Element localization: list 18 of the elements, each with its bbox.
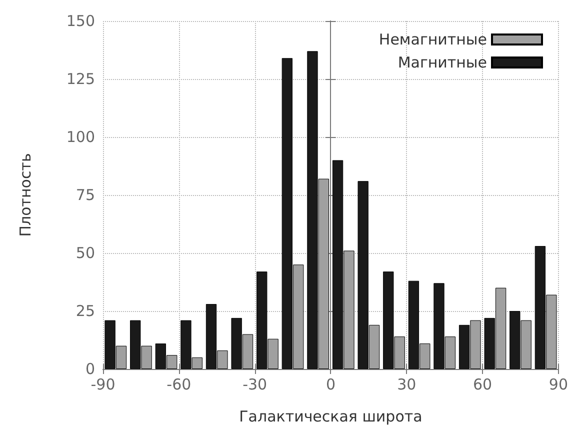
legend-label: Немагнитные (378, 30, 487, 48)
x-axis-title: Галактическая широта (239, 408, 422, 426)
x-tick-label: -90 (90, 376, 116, 394)
x-tick-label: 0 (326, 376, 336, 394)
y-tick-label: 100 (66, 128, 95, 146)
y-tick-label: 125 (66, 70, 95, 88)
y-tick-label: 25 (76, 302, 95, 320)
y-axis-title: Плотность (16, 153, 34, 237)
y-tick-label: 150 (66, 12, 95, 30)
x-tick-label: -60 (166, 376, 192, 394)
x-tick-label: 30 (397, 376, 416, 394)
legend-label: Магнитные (398, 54, 487, 72)
y-tick-label: 75 (76, 186, 95, 204)
x-tick-label: -30 (242, 376, 268, 394)
y-tick-label: 50 (76, 244, 95, 262)
x-tick-label: 90 (548, 376, 568, 394)
x-tick-label: 60 (473, 376, 492, 394)
y-tick-label: 0 (85, 360, 95, 378)
